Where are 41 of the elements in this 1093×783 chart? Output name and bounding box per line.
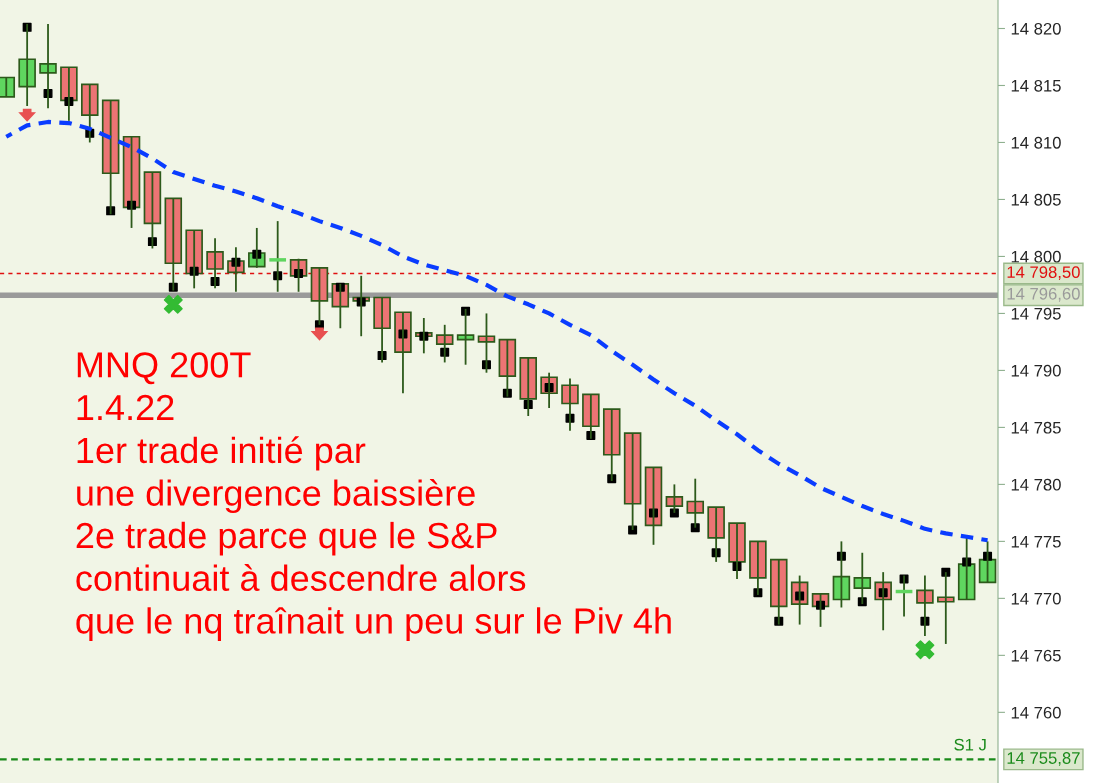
ref-line-label: 14 796,60	[1007, 287, 1080, 302]
candlestick	[269, 220, 288, 293]
annotation: 2e trade parce que le S&P	[76, 521, 497, 556]
annotation: S1 J	[954, 738, 986, 751]
point	[461, 306, 471, 316]
y-tick-label: 14 795	[1011, 307, 1061, 320]
y-tick-label: 14 780	[1011, 478, 1061, 491]
candlestick	[644, 466, 663, 546]
candlestick	[916, 574, 934, 637]
candlestick	[477, 312, 496, 374]
annotation: MNQ 200T	[77, 352, 251, 385]
y-tick-label: 14 805	[1011, 193, 1061, 206]
y-tick-label: 14 770	[1011, 592, 1061, 605]
annotation: continuait à descendre alors	[76, 564, 526, 592]
annotation: 1er trade initié par	[77, 436, 366, 471]
candlestick	[206, 237, 224, 290]
candlestick	[39, 23, 57, 110]
candlestick	[519, 356, 537, 417]
candlestick	[832, 540, 851, 609]
candlestick	[394, 311, 412, 395]
y-tick-label: 14 775	[1011, 535, 1061, 548]
y-tick-label: 14 765	[1011, 649, 1061, 662]
annotation: une divergence baissière	[77, 478, 475, 514]
y-tick-label: 14 785	[1011, 421, 1061, 434]
y-tick-label: 14 815	[1011, 79, 1061, 92]
candlestick	[728, 522, 746, 580]
candlestick	[456, 307, 475, 366]
y-tick-label: 14 810	[1011, 136, 1061, 149]
ref-line-label: 14 798,50	[1007, 266, 1080, 280]
annotation: 1.4.22	[77, 394, 174, 421]
y-tick-label: 14 800	[1011, 250, 1061, 263]
y-tick-label: 14 820	[1011, 22, 1061, 35]
y-tick-label: 14 790	[1011, 364, 1061, 377]
candlestick	[81, 83, 99, 144]
candlestick	[0, 76, 16, 98]
candlestick	[707, 506, 725, 563]
y-tick-label: 14 760	[1011, 706, 1061, 719]
annotation: que le nq traînait un peu sur le Piv 4h	[76, 607, 671, 641]
candlestick	[143, 171, 162, 250]
candlestick	[561, 377, 579, 432]
ref-line-label: 14 755,87	[1007, 752, 1080, 766]
